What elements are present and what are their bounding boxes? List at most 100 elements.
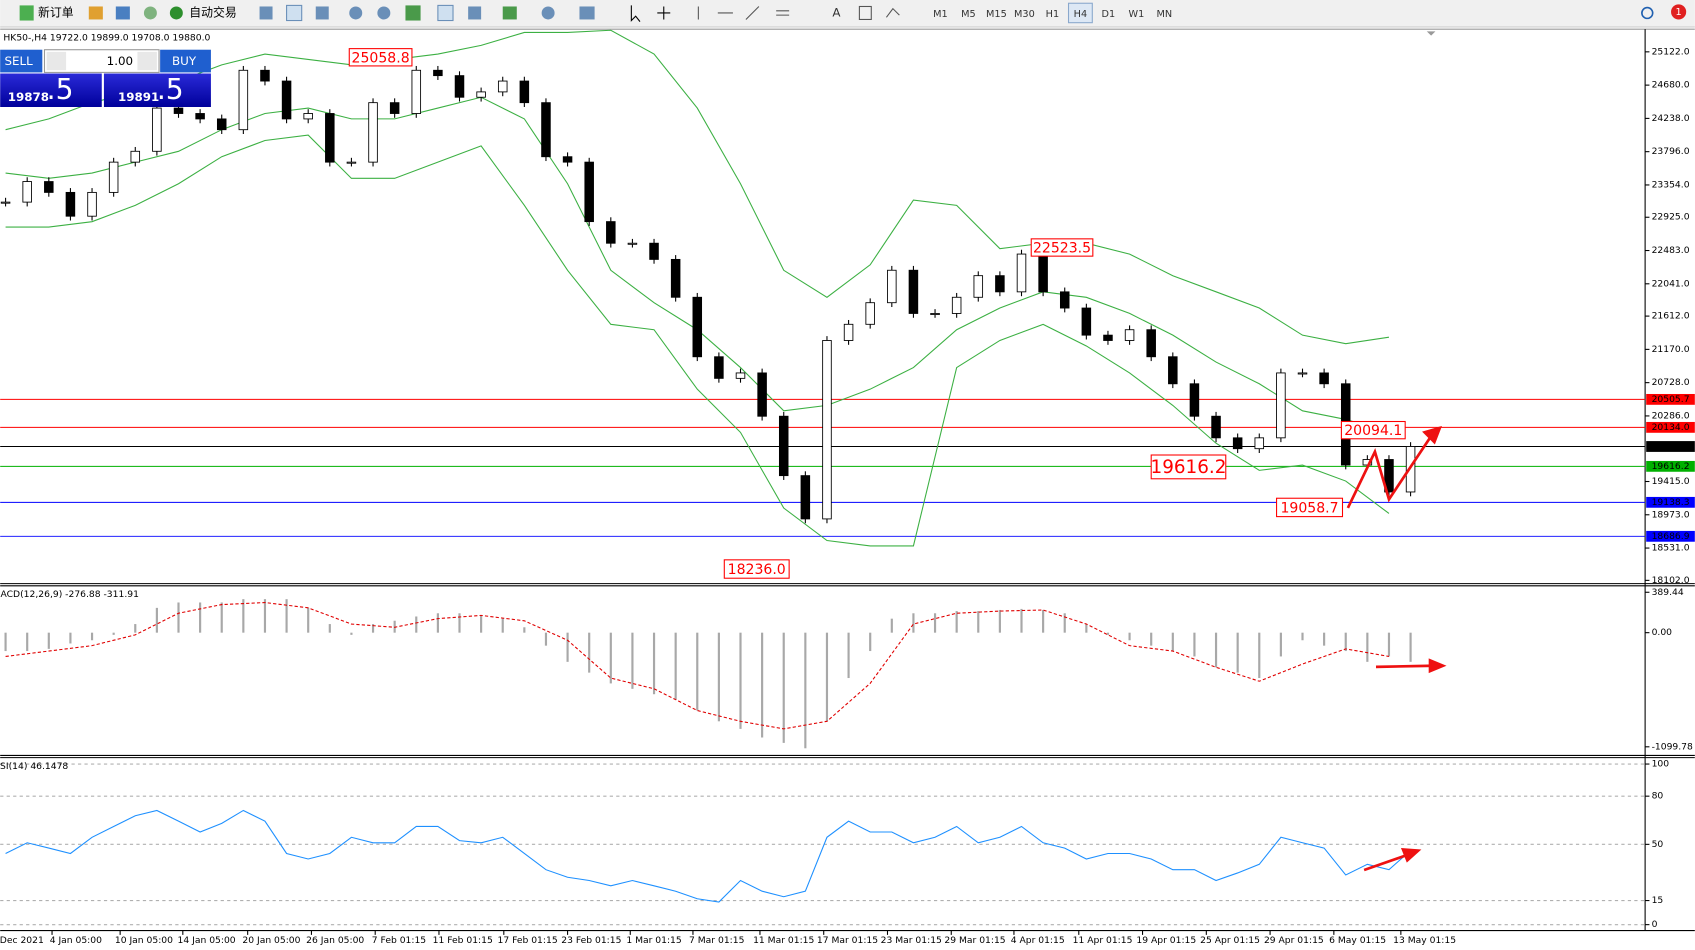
icon[interactable] — [541, 6, 555, 20]
x-tick-label: 13 May 01:15 — [1393, 935, 1456, 946]
icon[interactable] — [468, 6, 482, 20]
macd-bar — [1214, 632, 1218, 668]
candle — [216, 118, 227, 131]
macd-bar — [674, 632, 677, 700]
x-tick-label: 11 Mar 01:15 — [753, 935, 814, 946]
icon[interactable] — [286, 4, 303, 22]
icon[interactable] — [502, 6, 517, 20]
candle — [951, 296, 962, 314]
y-tick-label: 22041.0 — [1652, 278, 1690, 289]
macd-bar — [480, 615, 483, 633]
candle — [1189, 383, 1200, 417]
x-tick-label: 29 Mar 01:15 — [944, 935, 1005, 946]
icon[interactable] — [437, 4, 454, 22]
x-tick-label: 17 Feb 01:15 — [497, 935, 557, 946]
macd-bar — [869, 632, 872, 652]
macd-panel: 389.44 0.00 -1099.78 — [4, 587, 1693, 752]
macd-bar — [285, 599, 288, 633]
timeframe-button[interactable]: D1 — [1102, 9, 1116, 20]
icon[interactable] — [885, 7, 900, 18]
x-tick-label: 4 Apr 01:15 — [1011, 935, 1065, 946]
macd-bar — [890, 618, 893, 633]
x-tick-label: 25 Apr 01:15 — [1200, 935, 1260, 946]
macd-bar — [242, 599, 245, 633]
macd-bar — [1236, 632, 1239, 673]
macd-bar — [263, 599, 267, 633]
macd-bar — [912, 613, 915, 633]
chart-window — [0, 29, 1695, 950]
icon[interactable] — [579, 6, 595, 20]
rsi-title: RSI(14) 46.1478 — [0, 761, 68, 772]
icon[interactable] — [259, 6, 273, 20]
notification-badge[interactable] — [1671, 4, 1687, 20]
x-tick-label: 23 Feb 01:15 — [561, 935, 621, 946]
arrow-path — [1375, 664, 1434, 669]
icon[interactable] — [405, 5, 421, 21]
timeframe-button[interactable]: H1 — [1046, 9, 1060, 20]
icon[interactable] — [88, 6, 103, 20]
candle — [1146, 329, 1156, 358]
timeframe-bar: M1 M5 M15 M30 H1 H4 D1 W1 MN — [933, 2, 1173, 24]
icon[interactable] — [630, 5, 641, 22]
icon[interactable] — [697, 6, 790, 20]
candle — [1211, 415, 1221, 439]
macd-bar — [739, 632, 742, 729]
timeframe-button[interactable]: M5 — [961, 9, 976, 20]
ask-box[interactable] — [103, 73, 211, 107]
candle — [1297, 372, 1308, 375]
auto-trading-button[interactable]: 自动交易 — [169, 5, 237, 19]
candle — [1124, 329, 1135, 341]
icon[interactable] — [315, 6, 329, 20]
timeframe-button[interactable]: M15 — [986, 9, 1007, 20]
timeframe-button[interactable]: M1 — [933, 9, 948, 20]
candle — [995, 275, 1005, 293]
y-tick-label: 23354.0 — [1652, 179, 1690, 190]
bid-box[interactable] — [0, 73, 102, 107]
price-level-label: 19880.0 — [1652, 441, 1690, 452]
timeframe-button[interactable]: M30 — [1014, 9, 1035, 20]
x-tick-label: 26 Jan 05:00 — [306, 935, 364, 946]
price-level-tag — [1646, 393, 1695, 405]
icon[interactable] — [858, 5, 872, 20]
toolbar — [0, 0, 1695, 28]
lots-down[interactable] — [46, 51, 67, 71]
macd-bar — [307, 607, 310, 633]
candle — [108, 161, 119, 193]
lots-up[interactable] — [137, 51, 157, 71]
chart-title: HK50-,H4 19722.0 19899.0 19708.0 19880.0 — [3, 32, 210, 43]
candle — [649, 242, 659, 260]
icon[interactable] — [143, 6, 157, 20]
candle — [433, 69, 443, 77]
candle — [541, 102, 551, 158]
x-tick-label: 10 Jan 05:00 — [115, 935, 173, 946]
timeframe-button[interactable]: W1 — [1128, 9, 1144, 20]
x-tick-label: 7 Feb 01:15 — [372, 935, 427, 946]
lots-field[interactable] — [43, 49, 160, 73]
icon[interactable] — [377, 6, 391, 20]
x-tick-label: 29 Apr 01:15 — [1264, 935, 1324, 946]
macd-bar — [998, 609, 1001, 633]
candle — [714, 356, 724, 379]
candle — [87, 191, 97, 217]
icon[interactable] — [657, 6, 671, 20]
new-order-button[interactable]: 新订单 — [19, 5, 74, 21]
sell-button[interactable] — [0, 49, 43, 73]
y-tick-label: -1099.78 — [1652, 741, 1693, 752]
macd-bar — [1085, 624, 1088, 633]
macd-bar — [544, 632, 548, 646]
search-icon[interactable] — [1641, 6, 1654, 20]
y-tick-label: 22925.0 — [1652, 212, 1690, 223]
candle — [368, 102, 378, 163]
candle — [606, 221, 616, 244]
price-level-label: 20134.0 — [1652, 422, 1690, 433]
timeframe-button[interactable]: MN — [1157, 9, 1173, 20]
buy-button[interactable] — [160, 49, 211, 73]
icon[interactable] — [115, 6, 130, 20]
icon[interactable] — [349, 6, 363, 20]
icon[interactable]: A — [832, 5, 841, 19]
y-tick-label: 18973.0 — [1652, 509, 1690, 520]
y-tick-label: 24680.0 — [1652, 80, 1690, 91]
price-annotation: 20094.1 — [1344, 423, 1402, 439]
timeframe-button[interactable]: H4 — [1074, 9, 1088, 20]
